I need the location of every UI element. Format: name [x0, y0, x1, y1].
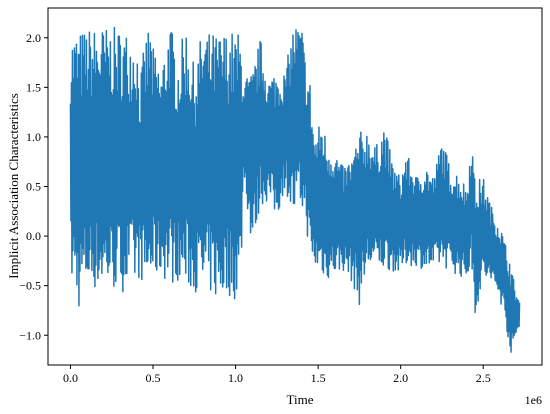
- x-axis-label: Time: [287, 392, 314, 407]
- x-axis-offset-label: 1e6: [525, 393, 542, 407]
- x-tick-label: 0.5: [146, 371, 161, 385]
- y-tick-label: 2.0: [26, 31, 41, 45]
- x-tick-label: 2.5: [476, 371, 491, 385]
- y-axis: −1.0 −0.5 0.0 0.5 1.0 1.5 2.0: [19, 31, 48, 342]
- y-tick-label: 1.5: [26, 80, 41, 94]
- y-tick-label: 1.0: [26, 130, 41, 144]
- y-tick-label: 0.0: [26, 229, 41, 243]
- x-axis: 0.0 0.5 1.0 1.5 2.0 2.5: [63, 365, 491, 385]
- series-line: [69, 26, 521, 353]
- y-tick-label: 0.5: [26, 180, 41, 194]
- x-tick-label: 0.0: [63, 371, 78, 385]
- y-axis-label: Implicit Association Characteristics: [6, 93, 21, 279]
- plot-area: [69, 26, 521, 353]
- x-tick-label: 1.0: [228, 371, 243, 385]
- y-tick-label: −1.0: [19, 328, 41, 342]
- x-tick-label: 2.0: [393, 371, 408, 385]
- x-tick-label: 1.5: [311, 371, 326, 385]
- y-tick-label: −0.5: [19, 279, 41, 293]
